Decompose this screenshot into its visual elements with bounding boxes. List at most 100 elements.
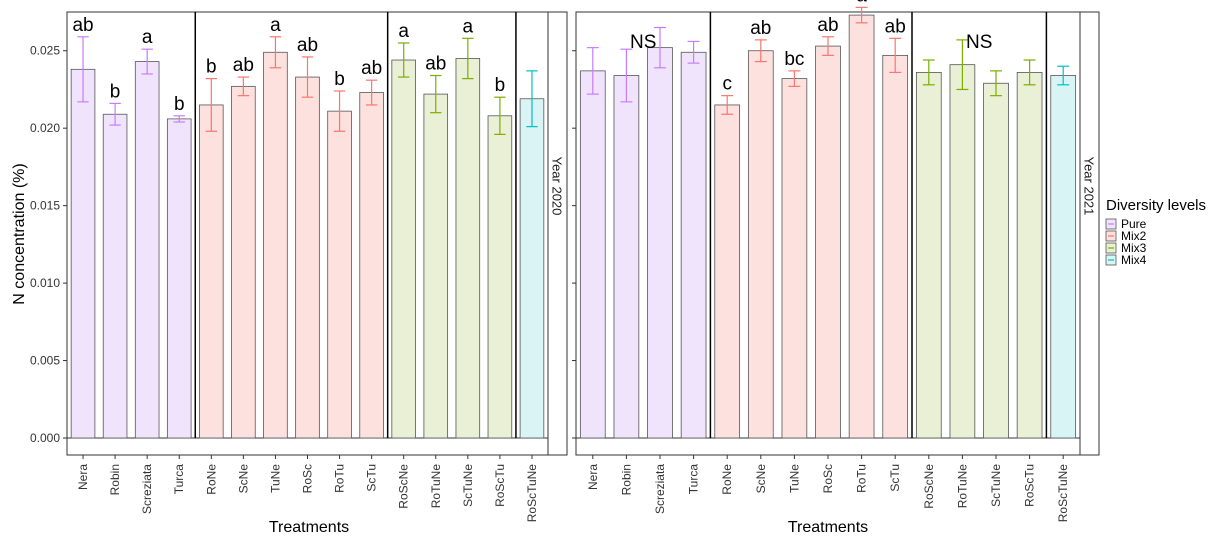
x-tick-label: Robin (619, 464, 633, 495)
x-tick-label: ScTu (365, 464, 379, 492)
significance-label: ab (750, 18, 771, 39)
y-axis-title: N concentration (%) (11, 163, 28, 304)
bar (680, 51, 707, 439)
x-tick-label: Screziata (653, 464, 667, 514)
significance-label: b (110, 81, 121, 102)
facet-strip-label: Year 2021 (1082, 157, 1097, 216)
significance-label: a (856, 0, 867, 6)
significance-label: NS (630, 32, 656, 53)
axis-titles: Treatments Treatments N concentration (%… (11, 163, 868, 536)
significance-label: bc (784, 49, 804, 70)
x-tick-label: RoScNe (397, 464, 411, 509)
bar (579, 70, 606, 439)
bar (487, 115, 513, 439)
x-tick-label: RoScTuNe (1056, 464, 1070, 523)
legend-label: Mix3 (1121, 241, 1147, 255)
bar (102, 113, 128, 439)
significance-label: ab (425, 54, 446, 75)
x-tick-label: Turca (687, 464, 701, 495)
x-tick-label: RoTuNe (955, 464, 969, 509)
y-tick-label: 0.000 (30, 431, 60, 445)
x-tick-label: Nera (76, 464, 90, 490)
significance-label: ab (361, 58, 382, 79)
significance-label: b (206, 57, 217, 78)
y-tick-label: 0.020 (30, 121, 60, 135)
bar (134, 61, 160, 439)
significance-label: b (334, 69, 345, 90)
bar (747, 50, 774, 439)
bar (423, 93, 449, 439)
bar (647, 47, 673, 439)
x-tick-label: RoSc (301, 464, 315, 493)
bar (295, 76, 320, 439)
x-tick-label: RoNe (720, 464, 734, 495)
bar (815, 45, 841, 439)
bar (882, 54, 909, 439)
legend-title: Diversity levels (1106, 197, 1206, 214)
significance-label: b (174, 94, 185, 115)
x-tick-label: RoSc (821, 464, 835, 493)
bar (781, 78, 808, 439)
significance-label: ab (297, 35, 318, 56)
x-tick-label: RoNe (204, 464, 218, 495)
x-tick-label: TuNe (268, 464, 282, 493)
bar (166, 118, 192, 439)
significance-label: ab (72, 15, 93, 36)
x-tick-label: RoScTu (493, 464, 507, 507)
bar (199, 104, 224, 439)
bar (327, 110, 352, 439)
x-tick-label: RoTu (855, 464, 869, 493)
legend-label: Mix4 (1121, 253, 1147, 267)
x-tick-label: ScNe (236, 464, 250, 494)
significance-label: ab (885, 16, 906, 37)
x-tick-label: ScTuNe (461, 464, 475, 507)
x-tick-label: RoTu (333, 464, 347, 493)
significance-label: a (142, 27, 153, 48)
x-tick-label: Nera (586, 464, 600, 490)
significance-label: b (495, 75, 506, 96)
facet-strip (1079, 11, 1100, 456)
significance-label: c (722, 74, 732, 95)
significance-label: a (463, 16, 474, 37)
x-tick-label: ScTuNe (989, 464, 1003, 507)
bar (1050, 75, 1077, 439)
bar (70, 68, 96, 439)
x-tick-label: Screziata (140, 464, 154, 514)
bar (949, 64, 976, 439)
bar (613, 75, 640, 439)
legend-label: Pure (1121, 217, 1147, 231)
bar (915, 72, 942, 439)
panel-2: NScabbcabaabNSNeraRobinScreziataTurcaRoN… (572, 0, 1100, 523)
facet-strip-label: Year 2020 (550, 157, 565, 216)
bar (519, 98, 545, 439)
bar (714, 104, 741, 439)
y-tick-label: 0.010 (30, 276, 60, 290)
y-tick-label: 0.005 (30, 354, 60, 368)
x-tick-label: ScTu (888, 464, 902, 492)
x-tick-label: RoTuNe (429, 464, 443, 509)
bar (1016, 72, 1043, 439)
y-tick-label: 0.025 (30, 44, 60, 58)
significance-label: NS (966, 32, 992, 53)
bar (455, 58, 481, 439)
x-tick-label: Turca (172, 464, 186, 495)
x-tick-label: RoScNe (922, 464, 936, 509)
bar (263, 51, 288, 439)
significance-label: ab (817, 15, 838, 36)
x-tick-label: ScNe (754, 464, 768, 494)
x-tick-label: RoScTuNe (525, 464, 539, 523)
significance-label: ab (233, 55, 254, 76)
bar (359, 92, 384, 439)
x-tick-label: TuNe (787, 464, 801, 493)
bar (231, 85, 256, 439)
x-axis-title-right: Treatments (788, 519, 868, 536)
facet-strip (547, 11, 568, 456)
significance-label: a (270, 15, 281, 36)
x-axis-title-left: Treatments (269, 519, 349, 536)
bar (983, 82, 1009, 439)
x-tick-label: Robin (108, 464, 122, 495)
